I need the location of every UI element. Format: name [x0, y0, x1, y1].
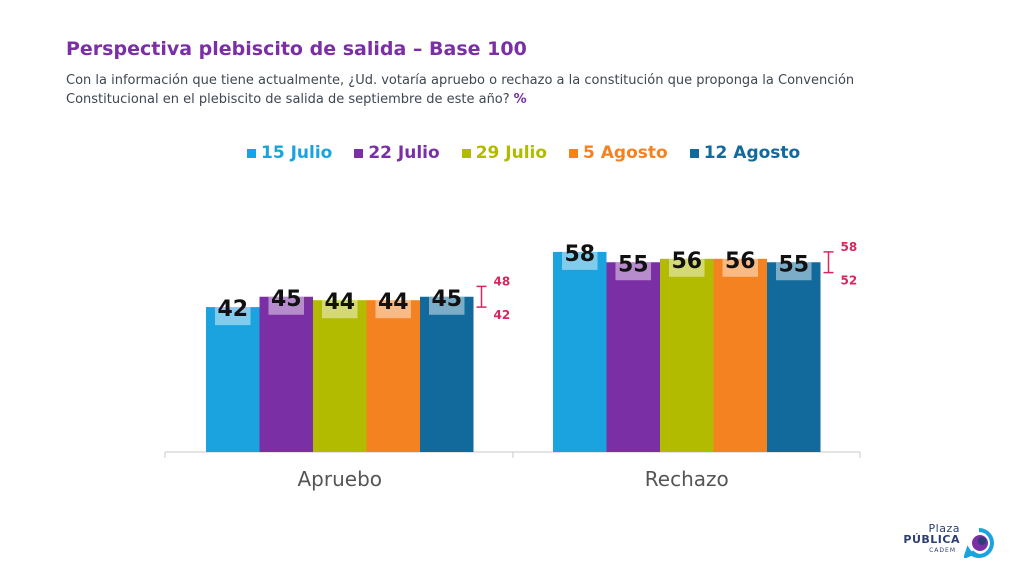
- data-label: 45: [271, 287, 302, 312]
- data-label-box: [375, 300, 411, 319]
- data-label: 56: [725, 249, 756, 274]
- range-min-label: 52: [841, 274, 858, 288]
- bar: [606, 262, 660, 452]
- bar: [206, 307, 260, 452]
- data-label-box: [429, 296, 465, 315]
- legend-swatch: [689, 148, 699, 158]
- bar: [366, 300, 420, 452]
- data-label: 58: [564, 242, 595, 267]
- chart-title: Perspectiva plebiscito de salida – Base …: [66, 38, 527, 60]
- legend-label: 5 Agosto: [583, 143, 668, 163]
- plaza-publica-cadem-logo: Plaza PÚBLICA CADEM: [901, 522, 996, 562]
- logo-mark-icon: [964, 528, 994, 558]
- data-label: 44: [378, 290, 409, 315]
- data-label-box: [322, 300, 358, 319]
- data-label-box: [562, 251, 598, 270]
- bar: [259, 296, 313, 452]
- bar: [420, 296, 474, 452]
- legend-item: 29 Julio: [461, 143, 548, 163]
- legend-item: 5 Agosto: [569, 143, 668, 163]
- legend: 15 Julio 22 Julio 29 Julio 5 Agosto 12 Agost…: [247, 143, 800, 163]
- data-label: 55: [778, 252, 809, 277]
- legend-item: 22 Julio: [354, 143, 440, 163]
- chart-subtitle: Con la información que tiene actualmente…: [66, 71, 926, 109]
- legend-label: 29 Julio: [475, 143, 548, 163]
- data-label: 55: [618, 252, 649, 277]
- bar: [660, 258, 714, 452]
- range-min-label: 42: [494, 308, 511, 322]
- data-label-box: [776, 262, 812, 281]
- data-label-box: [268, 296, 304, 315]
- category-label: Apruebo: [297, 467, 382, 491]
- data-label-box: [215, 307, 251, 326]
- data-label: 56: [671, 249, 702, 274]
- bar: [713, 258, 767, 452]
- legend-label: 15 Julio: [261, 143, 333, 163]
- data-label: 44: [324, 290, 355, 315]
- subtitle-text: Con la información que tiene actualmente…: [66, 73, 855, 107]
- data-label: 45: [431, 287, 462, 312]
- data-label-box: [722, 258, 758, 277]
- range-max-label: 58: [841, 240, 858, 254]
- logo-line2: PÚBLICA: [903, 533, 960, 546]
- data-label: 42: [217, 297, 248, 322]
- bar: [553, 251, 607, 452]
- range-max-label: 48: [494, 274, 511, 288]
- data-label-box: [615, 262, 651, 281]
- category-label: Rechazo: [645, 467, 729, 491]
- logo-line3: CADEM: [929, 547, 956, 554]
- legend-item: 15 Julio: [247, 143, 332, 163]
- legend-swatch: [247, 148, 256, 158]
- legend-swatch: [461, 148, 471, 158]
- bar: [767, 262, 821, 452]
- legend-label: 12 Agosto: [703, 143, 801, 163]
- data-label-box: [669, 258, 705, 277]
- unit-label: %: [513, 92, 527, 107]
- bar: [313, 300, 367, 452]
- logo-line1: Plaza: [928, 522, 960, 535]
- legend-swatch: [569, 148, 579, 158]
- legend-label: 22 Julio: [368, 143, 440, 163]
- legend-item: 12 Agosto: [689, 143, 801, 163]
- legend-swatch: [354, 148, 364, 158]
